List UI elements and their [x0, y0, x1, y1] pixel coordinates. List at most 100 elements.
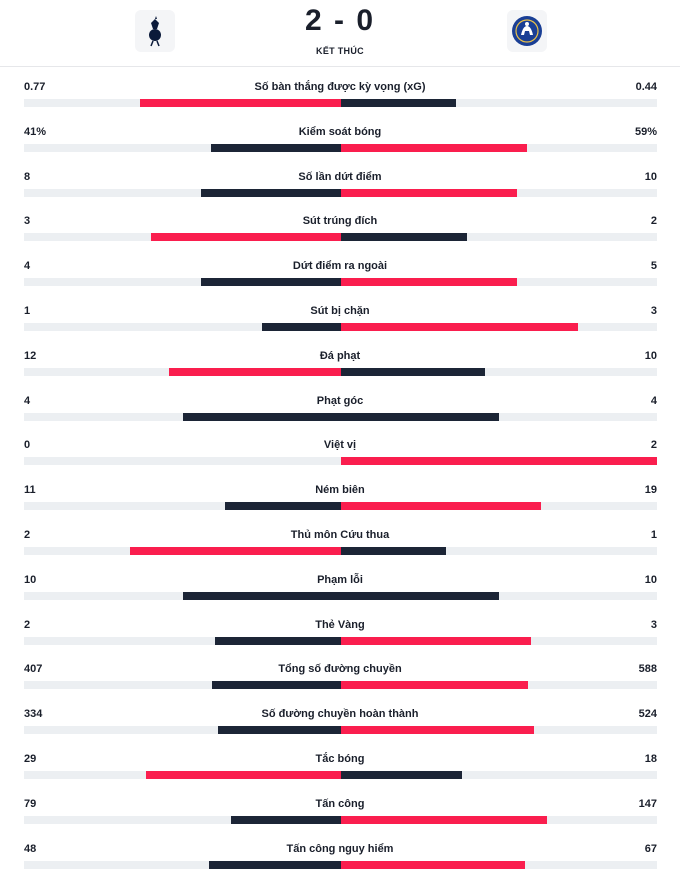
- away-stat-value: 0.44: [635, 81, 657, 93]
- match-header: 2 - 0 KẾT THÚC: [0, 0, 680, 64]
- chelsea-lion-icon: [512, 16, 542, 46]
- home-stat-bar: [209, 860, 341, 869]
- stat-bar-track: [24, 591, 657, 600]
- stat-label: Việt vị: [323, 439, 357, 452]
- home-stat-value: 4: [24, 260, 31, 273]
- stat-bar-track: [24, 547, 657, 555]
- away-team-crest[interactable]: [507, 10, 547, 52]
- home-stat-value: 1: [24, 305, 31, 317]
- stat-bar-track: [24, 457, 657, 466]
- stat-label: Tấn công: [315, 797, 365, 810]
- away-stat-bar: [341, 323, 578, 331]
- stat-row: 79 Tấn công 147: [0, 797, 680, 837]
- stat-bar-track: [24, 367, 657, 376]
- home-stat-value: 12: [24, 349, 37, 362]
- home-stat-bar: [225, 502, 341, 511]
- away-stat-bar: [341, 771, 462, 779]
- stat-bar-track: [24, 412, 657, 421]
- stat-row: 0.77 Số bàn thắng được kỳ vọng (xG) 0.44: [0, 80, 680, 120]
- home-stat-bar: [231, 815, 341, 824]
- away-stat-bar: [341, 188, 517, 197]
- away-stat-value: 147: [638, 797, 657, 810]
- stat-row: 0 Việt vị 2: [0, 438, 680, 478]
- home-stat-value: 334: [24, 708, 43, 721]
- away-stat-bar: [341, 591, 499, 600]
- stat-label: Dứt điểm ra ngoài: [292, 260, 388, 273]
- stat-row: 3 Sút trúng đích 2: [0, 214, 680, 254]
- away-stat-value: 5: [650, 260, 657, 273]
- home-stat-value: 0: [24, 439, 31, 452]
- stat-bar-track: [24, 681, 657, 690]
- away-stat-bar: [341, 636, 531, 645]
- stat-bar-track: [24, 143, 657, 152]
- stat-row: 48 Tấn công nguy hiểm 67: [0, 842, 680, 882]
- stat-bar-track: [24, 771, 657, 779]
- away-stat-bar: [341, 143, 527, 152]
- stat-bar-track: [24, 278, 657, 287]
- home-stat-bar: [215, 636, 341, 645]
- away-stat-bar: [341, 547, 446, 555]
- away-stat-bar: [341, 815, 547, 824]
- home-stat-value: 2: [24, 529, 31, 541]
- stat-row: 407 Tổng số đường chuyền 588: [0, 662, 680, 702]
- cockerel-icon: [149, 16, 161, 47]
- away-stat-value: 59%: [634, 125, 657, 138]
- away-stat-value: 10: [644, 170, 657, 183]
- home-stat-value: 11: [24, 484, 36, 497]
- away-stat-value: 4: [650, 394, 657, 407]
- home-team-crest[interactable]: [135, 10, 175, 52]
- stat-row: 11 Ném biên 19: [0, 483, 680, 523]
- stat-label: Kiểm soát bóng: [298, 125, 382, 138]
- away-stat-value: 67: [644, 842, 657, 855]
- stat-row: 2 Thẻ Vàng 3: [0, 618, 680, 658]
- header-divider: [0, 66, 680, 67]
- away-stat-bar: [341, 412, 499, 421]
- home-stat-value: 407: [24, 663, 43, 676]
- stat-row: 12 Đá phạt 10: [0, 349, 680, 389]
- stat-row: 2 Thủ môn Cứu thua 1: [0, 528, 680, 568]
- stat-label: Số đường chuyền hoàn thành: [261, 708, 419, 721]
- away-stat-bar: [341, 367, 485, 376]
- home-stat-bar: [201, 278, 341, 287]
- home-stat-value: 8: [24, 170, 31, 183]
- stat-bar-track: [24, 502, 657, 511]
- stat-label: Phạm lỗi: [317, 573, 363, 586]
- stat-label: Ném biên: [315, 484, 365, 497]
- stat-bar-track: [24, 726, 657, 735]
- home-stat-value: 29: [24, 753, 37, 765]
- home-stat-value: 2: [24, 618, 31, 631]
- home-stat-bar: [140, 99, 341, 107]
- stat-label: Sút bị chặn: [310, 305, 370, 317]
- stat-row: 10 Phạm lỗi 10: [0, 573, 680, 613]
- away-stat-value: 3: [650, 305, 657, 317]
- away-stat-value: 2: [650, 215, 657, 228]
- home-stat-value: 3: [24, 215, 31, 228]
- home-stat-bar: [146, 771, 341, 779]
- stat-row: 41% Kiểm soát bóng 59%: [0, 125, 680, 165]
- away-stat-value: 588: [638, 663, 657, 676]
- stat-label: Tổng số đường chuyền: [278, 663, 402, 676]
- stat-row: 8 Số lần dứt điểm 10: [0, 170, 680, 210]
- home-stat-bar: [183, 591, 341, 600]
- home-stat-bar: [211, 143, 341, 152]
- home-stat-bar: [218, 726, 341, 735]
- home-stat-value: 41%: [24, 125, 47, 138]
- home-stat-bar: [151, 233, 341, 242]
- away-stat-bar: [341, 99, 456, 107]
- stat-row: 4 Dứt điểm ra ngoài 5: [0, 259, 680, 299]
- home-stat-bar: [169, 367, 341, 376]
- stat-bar-track: [24, 860, 657, 869]
- stat-row: 4 Phạt góc 4: [0, 394, 680, 434]
- away-stat-value: 3: [650, 618, 657, 631]
- home-stat-bar: [212, 681, 341, 690]
- match-score: 2 - 0: [304, 4, 376, 37]
- away-stat-value: 10: [644, 349, 657, 362]
- home-stat-value: 79: [24, 797, 37, 810]
- stat-label: Tắc bóng: [315, 753, 365, 765]
- stat-row: 29 Tắc bóng 18: [0, 752, 680, 792]
- away-stat-bar: [341, 233, 467, 242]
- stat-bar-track: [24, 233, 657, 242]
- stat-bar-track: [24, 815, 657, 824]
- stat-label: Phạt góc: [316, 394, 364, 407]
- away-stat-bar: [341, 457, 657, 466]
